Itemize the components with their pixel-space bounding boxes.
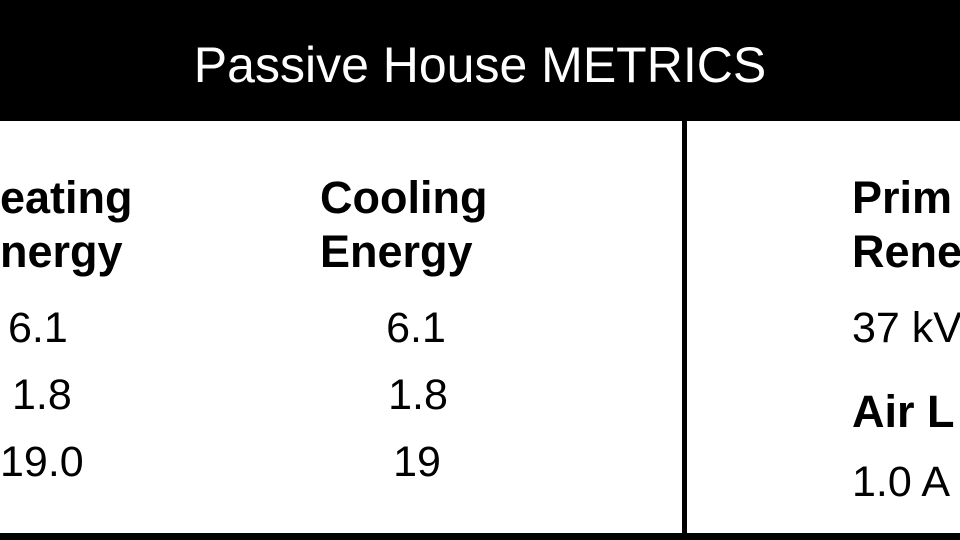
column-heading: Energy [320,226,473,277]
cell-value: 19 [393,438,441,486]
cell-value: 37 kV [852,304,960,352]
column-divider [682,121,687,540]
header-bar: Passive House METRICS [0,0,960,121]
cell-value: 1.0 A [852,458,951,506]
header-title: Passive House METRICS [193,37,767,93]
cell-value: 19.0 [0,438,84,486]
cell-value: 1.8 [388,371,448,419]
column-heading: Prim [852,172,953,223]
column-heading: Cooling [320,172,488,223]
column-heading: nergy [0,226,123,277]
sub-heading: Air L [852,386,955,437]
cell-value: 1.8 [12,371,72,419]
cell-value: 6.1 [8,304,68,352]
column-heading: Rene [852,226,960,277]
cell-value: 6.1 [386,304,446,352]
bottom-border [0,533,960,540]
column-heading: eating [0,172,133,223]
